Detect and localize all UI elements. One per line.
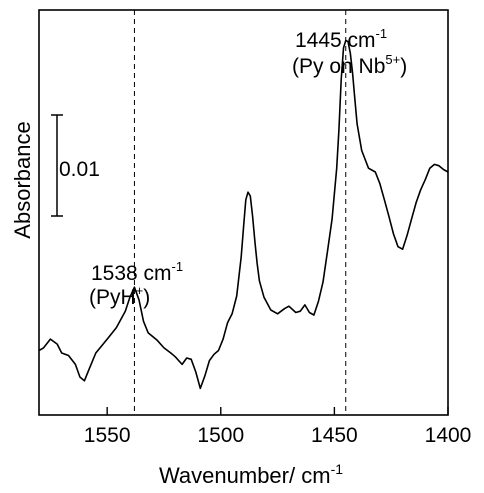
annotation-1538-wavenumber: 1538 cm-1 (91, 259, 183, 285)
annotation-1445-wavenumber: 1445 cm-1 (295, 26, 387, 52)
x-axis-label-superscript: -1 (331, 461, 344, 477)
scale-bar (51, 114, 63, 217)
x-axis-label-text: Wavenumber/ cm (159, 463, 331, 488)
reference-lines (133, 10, 347, 415)
absorbance-line (38, 39, 449, 390)
x-tick-label: 1450 (311, 424, 358, 447)
scale-bar-label: 0.01 (59, 158, 100, 181)
annotation-1445-species: (Py on Nb5+) (292, 52, 407, 78)
x-tick-label: 1500 (197, 424, 244, 447)
x-tick-label: 1400 (425, 424, 472, 447)
x-axis-ticks: 1550 1500 1450 1400 (84, 407, 472, 447)
annotation-1538-species: (PyH+) (89, 283, 150, 309)
x-axis-label: Wavenumber/ cm-1 (159, 461, 343, 488)
x-tick-label: 1550 (84, 424, 131, 447)
y-axis-label: Absorbance (10, 121, 35, 238)
plot-frame (38, 9, 449, 416)
